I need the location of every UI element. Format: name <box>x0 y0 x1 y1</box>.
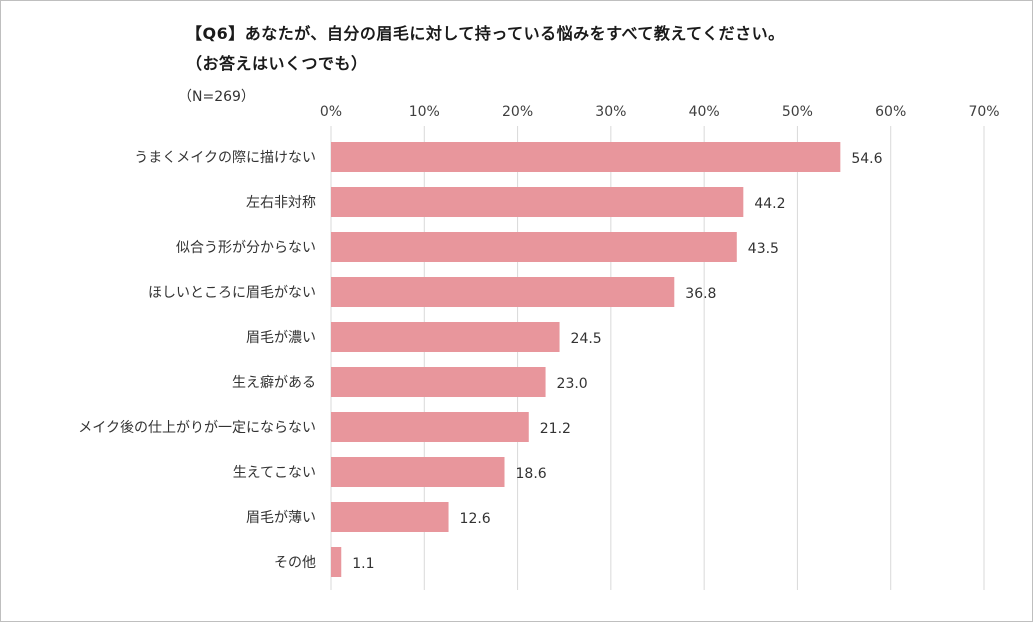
category-label: メイク後の仕上がりが一定にならない <box>78 420 316 436</box>
bar <box>331 322 560 352</box>
bar <box>331 187 744 217</box>
x-tick-label: 10% <box>409 104 440 120</box>
category-label: 生え癖がある <box>232 375 316 391</box>
bar <box>331 502 449 532</box>
x-tick-label: 20% <box>502 104 533 120</box>
bar <box>331 142 841 172</box>
chart-title: 【Q6】あなたが、自分の眉毛に対して持っている悩みをすべて教えてください。 <box>186 24 785 43</box>
category-label: 眉毛が薄い <box>246 510 316 526</box>
x-tick-label: 60% <box>875 104 906 120</box>
bar <box>331 457 505 487</box>
value-label: 36.8 <box>685 286 716 302</box>
bar <box>331 367 546 397</box>
bar <box>331 277 675 307</box>
category-labels: うまくメイクの際に描けない左右非対称似合う形が分からないほしいところに眉毛がない… <box>78 150 316 571</box>
x-tick-label: 30% <box>595 104 626 120</box>
category-label: 眉毛が濃い <box>246 330 316 346</box>
category-label: 生えてこない <box>233 465 316 481</box>
bar <box>331 412 529 442</box>
x-axis-ticks: 0% 10% 20% 30% 40% 50% 60% 70% <box>320 104 1000 120</box>
category-label: 似合う形が分からない <box>176 240 316 256</box>
category-label: ほしいところに眉毛がない <box>148 285 316 301</box>
value-label: 43.5 <box>748 241 779 257</box>
chart-subtitle: （お答えはいくつでも） <box>186 54 368 73</box>
x-tick-label: 0% <box>320 104 342 120</box>
value-labels: 54.6 44.2 43.5 36.8 24.5 23.0 21.2 18.6 12.6 1.1 <box>352 151 882 572</box>
value-label: 23.0 <box>557 376 588 392</box>
value-label: 21.2 <box>540 421 571 437</box>
sample-size-note: （N=269） <box>178 89 255 105</box>
x-tick-label: 40% <box>689 104 720 120</box>
category-label: うまくメイクの際に描けない <box>134 150 316 166</box>
value-label: 24.5 <box>571 331 602 347</box>
category-label: 左右非対称 <box>246 195 316 211</box>
category-label: その他 <box>274 555 316 571</box>
bars <box>331 142 841 577</box>
value-label: 12.6 <box>460 511 491 527</box>
bar <box>331 547 342 577</box>
bar <box>331 232 737 262</box>
x-tick-label: 70% <box>968 104 999 120</box>
value-label: 44.2 <box>754 196 785 212</box>
value-label: 54.6 <box>851 151 882 167</box>
value-label: 18.6 <box>516 466 547 482</box>
value-label: 1.1 <box>352 556 374 572</box>
x-tick-label: 50% <box>782 104 813 120</box>
